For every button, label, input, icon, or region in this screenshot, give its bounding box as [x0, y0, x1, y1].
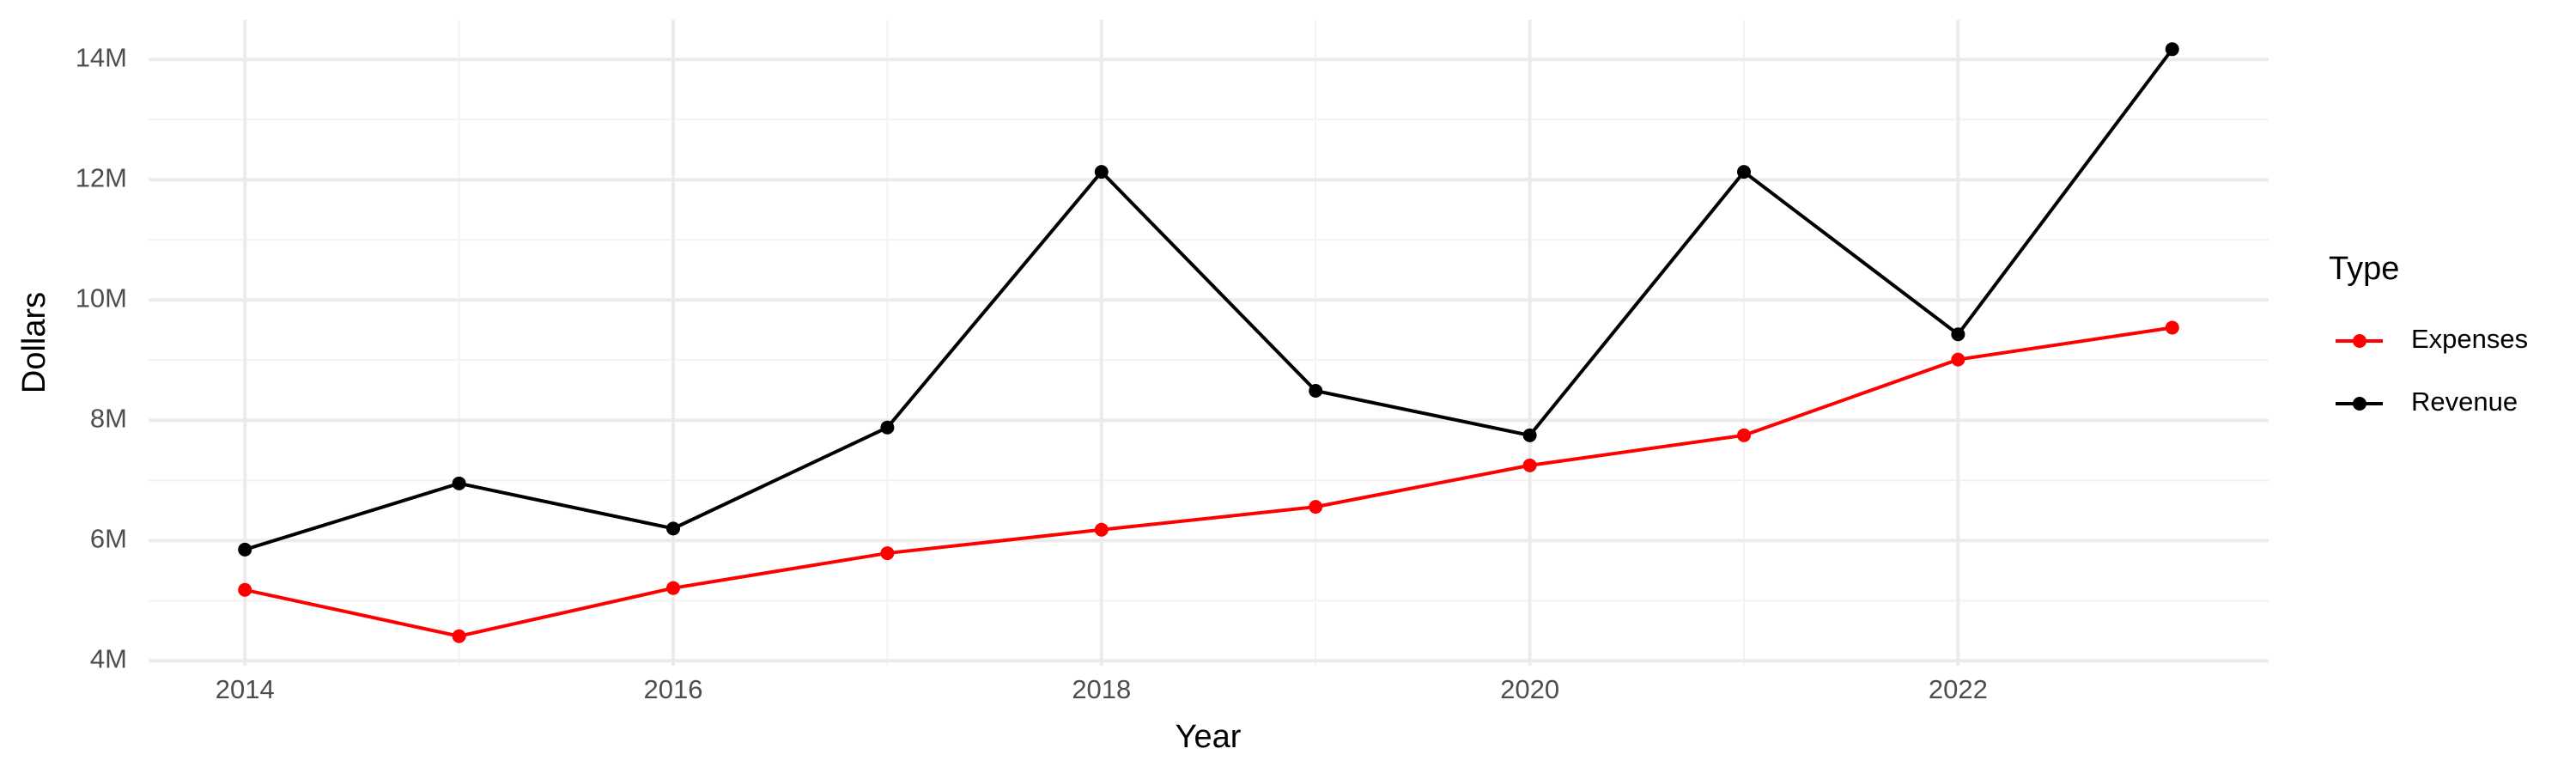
y-axis-title: Dollars: [16, 292, 52, 393]
legend-marker: [2353, 397, 2366, 411]
x-tick-label: 2020: [1500, 674, 1559, 704]
y-tick-label: 12M: [76, 162, 127, 192]
y-tick-label: 8M: [90, 404, 127, 434]
data-point: [1736, 165, 1751, 180]
data-point: [1522, 428, 1537, 442]
legend-marker: [2353, 334, 2366, 348]
data-point: [1094, 165, 1109, 180]
y-tick-label: 4M: [90, 644, 127, 674]
data-point: [880, 420, 895, 435]
data-point: [1094, 522, 1109, 537]
series-line: [244, 326, 2173, 638]
legend-label: Expenses: [2411, 324, 2528, 354]
data-point: [880, 546, 895, 561]
x-tick-label: 2022: [1929, 674, 1988, 704]
data-point: [2165, 320, 2179, 335]
data-point: [666, 521, 681, 536]
data-point: [1309, 384, 1323, 399]
x-axis-title: Year: [1176, 719, 1242, 755]
data-point: [1309, 500, 1323, 514]
x-tick-label: 2014: [216, 674, 275, 704]
data-point: [452, 476, 466, 490]
series-line: [244, 48, 2174, 551]
x-tick-label: 2016: [644, 674, 703, 704]
y-tick-label: 6M: [90, 524, 127, 554]
data-point: [666, 581, 681, 595]
x-tick-label: 2018: [1072, 674, 1131, 704]
data-point: [1951, 327, 1965, 342]
legend-title: Type: [2329, 251, 2399, 287]
data-point: [1736, 428, 1751, 442]
legend-label: Revenue: [2411, 386, 2518, 417]
data-point: [452, 629, 466, 643]
data-point: [2165, 42, 2179, 57]
data-point: [1522, 458, 1537, 472]
data-point: [238, 582, 252, 597]
y-tick-label: 14M: [76, 42, 127, 72]
data-point: [238, 542, 252, 557]
data-point: [1951, 352, 1965, 367]
y-tick-label: 10M: [76, 283, 127, 313]
